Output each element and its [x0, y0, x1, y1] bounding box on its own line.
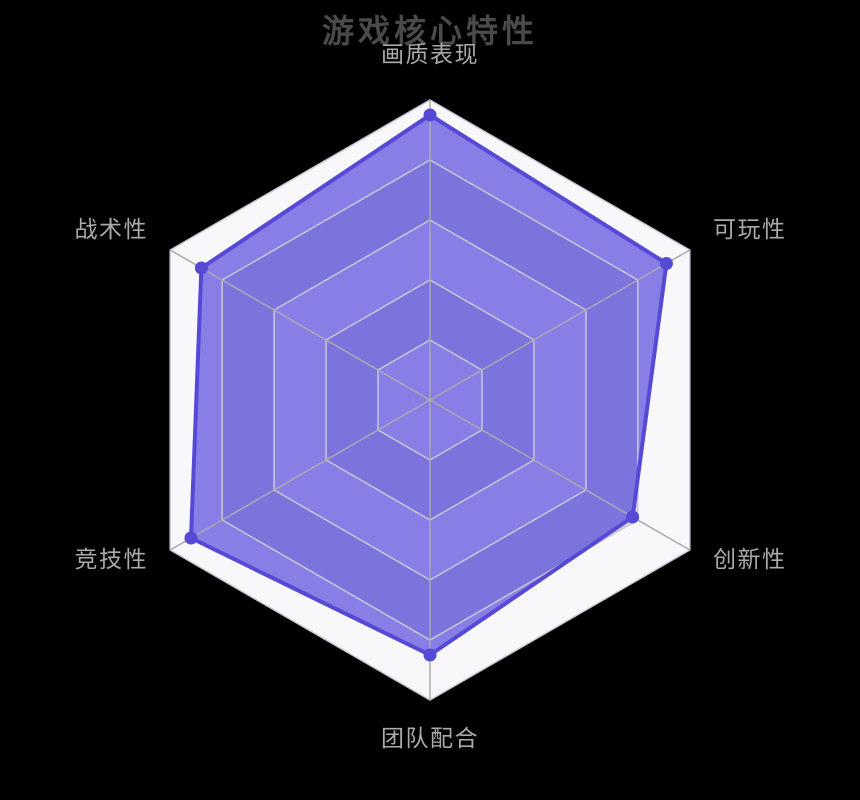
- radar-axis-line: [429, 399, 691, 551]
- radar-data-point: [659, 257, 673, 270]
- radar-data-point: [626, 510, 640, 524]
- radar-axis-line: [169, 399, 431, 551]
- axis-label-chuangxinxing: 创新性: [713, 547, 787, 573]
- radar-data-point: [194, 261, 208, 275]
- radar-data-point: [423, 648, 437, 662]
- axis-label-tuanduipeihe: 团队配合: [381, 726, 479, 752]
- radar-data-point: [184, 531, 198, 545]
- axis-label-huazhi: 画质表现: [381, 42, 479, 68]
- radar-data-point: [423, 108, 437, 122]
- radar-data-area: [191, 115, 667, 655]
- radar-axis-line: [429, 249, 691, 401]
- axis-label-zhanshuxing: 战术性: [74, 217, 148, 243]
- radar-axis-line: [169, 249, 431, 401]
- axis-label-kewanxing: 可玩性: [713, 217, 787, 243]
- axis-label-jingjixing: 竞技性: [74, 547, 148, 573]
- chart-title: 游戏核心特性: [321, 12, 538, 50]
